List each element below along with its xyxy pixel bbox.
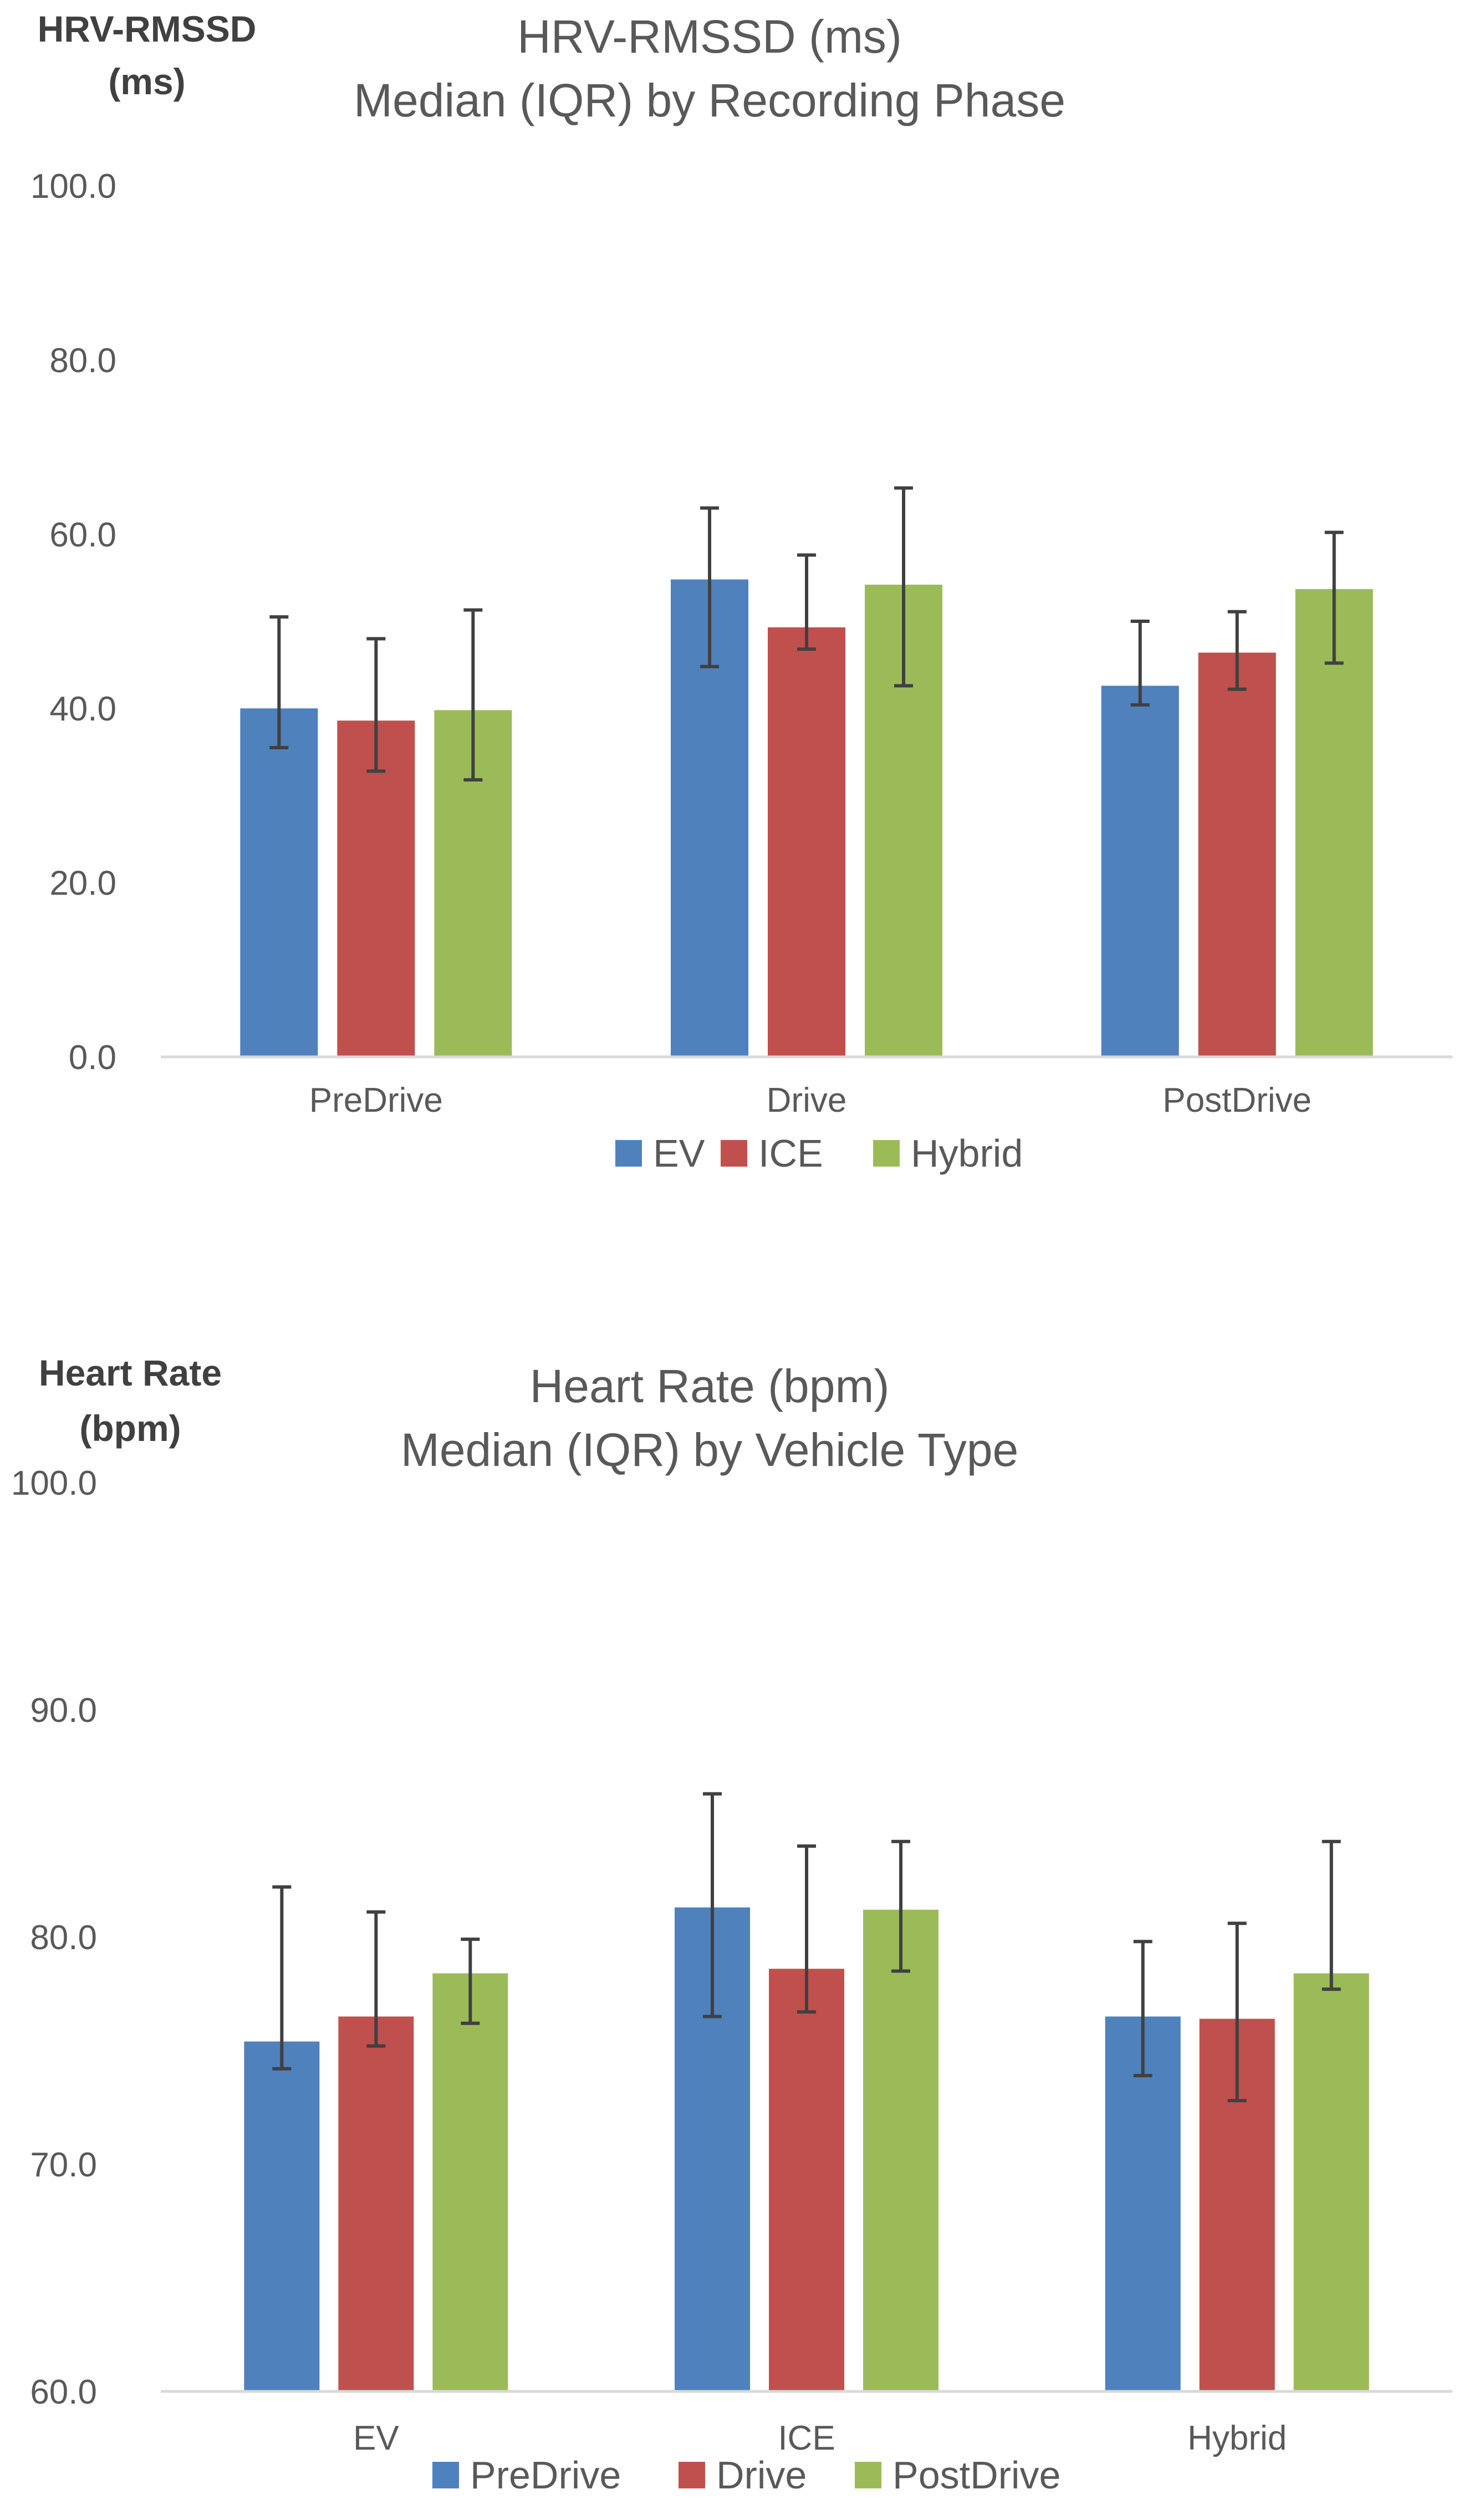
legend-label-drive: Drive (716, 2453, 807, 2497)
bar-ice-postdrive (1198, 652, 1276, 1057)
bar-ev-predrive (240, 708, 318, 1057)
y-tick-label: 60.0 (49, 516, 116, 554)
legend-label-predrive: PreDrive (470, 2453, 621, 2497)
chart-subtitle: Median (IQR) by Vehicle Type (401, 1424, 1018, 1476)
y-tick-label: 100.0 (30, 167, 116, 206)
legend-label-hybrid: Hybrid (911, 1132, 1023, 1175)
y-axis-label-line-1: Heart Rate (39, 1352, 222, 1393)
legend-swatch-predrive (432, 2462, 459, 2488)
chart-title: Heart Rate (bpm) (530, 1360, 890, 1412)
bar-predrive-ev (244, 2041, 320, 2391)
bar-hybrid-postdrive (1295, 589, 1373, 1057)
y-tick-label: 60.0 (30, 2373, 97, 2411)
chart-title: HRV-RMSSD (ms) (517, 11, 902, 63)
x-tick-label-ev: EV (353, 2419, 399, 2457)
bar-postdrive-ice (863, 1909, 939, 2391)
bar-ice-predrive (337, 720, 415, 1057)
bar-postdrive-ev (432, 1973, 508, 2391)
chart-hrv-rmssd: HRV-RMSSD (ms) Median (IQR) by Recording … (30, 8, 1452, 1175)
y-axis-label-line-1: HRV-RMSSD (38, 8, 257, 49)
y-tick-label: 80.0 (49, 341, 116, 380)
y-tick-label: 20.0 (49, 865, 116, 903)
y-tick-label: 100.0 (11, 1464, 97, 1502)
legend-label-ice: ICE (758, 1132, 823, 1175)
bar-postdrive-hybrid (1293, 1973, 1369, 2391)
x-tick-label-hybrid: Hybrid (1187, 2419, 1287, 2457)
y-tick-label: 80.0 (30, 1919, 97, 1957)
legend-swatch-ev (615, 1140, 642, 1167)
x-tick-label-predrive: PreDrive (309, 1081, 443, 1120)
bar-predrive-hybrid (1105, 2016, 1181, 2391)
legend-swatch-drive (679, 2462, 705, 2488)
y-tick-label: 40.0 (49, 690, 116, 728)
bar-ev-postdrive (1101, 686, 1179, 1057)
y-tick-label: 70.0 (30, 2146, 97, 2184)
x-tick-label-ice: ICE (778, 2419, 835, 2457)
legend-swatch-ice (721, 1140, 747, 1167)
legend-label-postdrive: PostDrive (892, 2453, 1060, 2497)
y-axis-label-line-2: (ms) (108, 61, 185, 102)
y-tick-label: 0.0 (69, 1039, 116, 1077)
legend-swatch-postdrive (855, 2462, 881, 2488)
y-tick-label: 90.0 (30, 1691, 97, 1730)
y-axis-label-line-2: (bpm) (79, 1408, 181, 1449)
legend-swatch-hybrid (873, 1140, 900, 1167)
chart-heart-rate: Heart Rate (bpm) Median (IQR) by Vehicle … (11, 1352, 1452, 2497)
bar-ice-drive (768, 627, 845, 1057)
legend-label-ev: EV (653, 1132, 705, 1175)
x-tick-label-drive: Drive (767, 1081, 847, 1120)
bar-drive-ev (338, 2016, 414, 2391)
bar-drive-ice (769, 1969, 844, 2391)
chart-subtitle: Median (IQR) by Recording Phase (354, 74, 1065, 126)
x-tick-label-postdrive: PostDrive (1162, 1081, 1312, 1120)
